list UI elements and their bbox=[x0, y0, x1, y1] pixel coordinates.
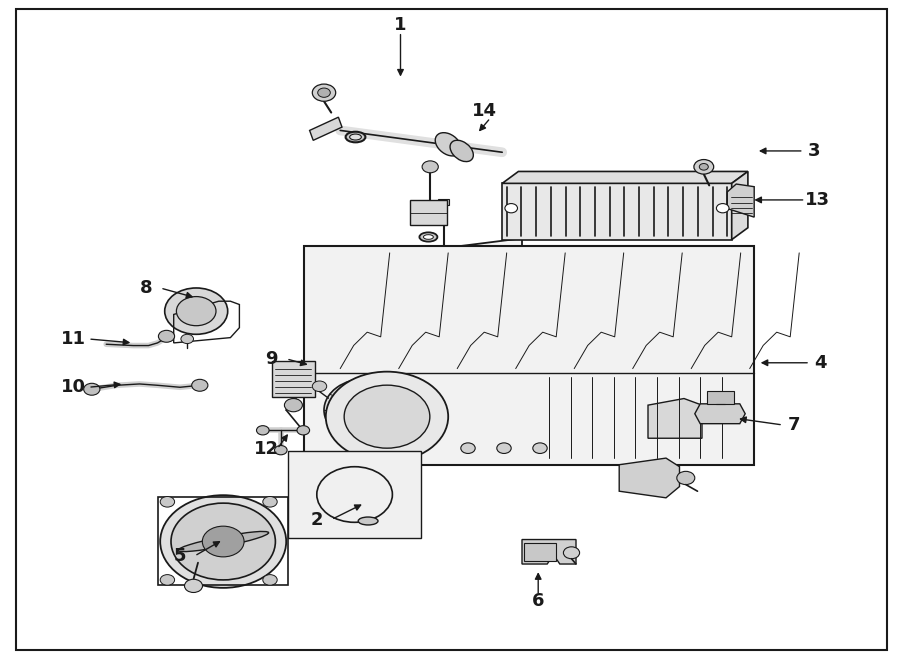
Circle shape bbox=[284, 399, 302, 412]
Circle shape bbox=[171, 503, 275, 580]
Bar bbox=[706, 391, 733, 404]
Circle shape bbox=[184, 579, 202, 592]
Text: 3: 3 bbox=[808, 142, 821, 160]
Circle shape bbox=[165, 288, 228, 334]
Polygon shape bbox=[619, 458, 680, 498]
Text: 14: 14 bbox=[472, 102, 497, 120]
Circle shape bbox=[312, 381, 327, 391]
Circle shape bbox=[694, 160, 714, 174]
Bar bbox=[524, 543, 556, 561]
Ellipse shape bbox=[358, 517, 378, 525]
Circle shape bbox=[192, 379, 208, 391]
Circle shape bbox=[160, 575, 175, 585]
Ellipse shape bbox=[178, 532, 268, 551]
Circle shape bbox=[461, 443, 475, 453]
Circle shape bbox=[699, 164, 708, 170]
Polygon shape bbox=[695, 404, 745, 424]
Circle shape bbox=[358, 404, 376, 416]
Ellipse shape bbox=[450, 140, 473, 162]
Circle shape bbox=[563, 547, 580, 559]
Ellipse shape bbox=[346, 132, 365, 142]
Ellipse shape bbox=[436, 132, 461, 156]
Circle shape bbox=[312, 84, 336, 101]
Circle shape bbox=[505, 204, 518, 213]
Text: 9: 9 bbox=[266, 350, 278, 368]
Circle shape bbox=[324, 379, 410, 442]
Ellipse shape bbox=[419, 232, 437, 242]
Text: 1: 1 bbox=[394, 16, 407, 34]
Circle shape bbox=[84, 383, 100, 395]
Text: 12: 12 bbox=[254, 440, 279, 458]
Circle shape bbox=[274, 446, 287, 455]
Text: 8: 8 bbox=[140, 279, 152, 297]
Text: 7: 7 bbox=[788, 416, 800, 434]
Circle shape bbox=[176, 297, 216, 326]
Ellipse shape bbox=[349, 134, 362, 140]
Circle shape bbox=[677, 471, 695, 485]
Bar bbox=[410, 200, 447, 225]
Circle shape bbox=[297, 426, 310, 435]
Circle shape bbox=[497, 443, 511, 453]
Circle shape bbox=[256, 426, 269, 435]
Circle shape bbox=[263, 575, 277, 585]
Polygon shape bbox=[310, 238, 522, 463]
Text: 6: 6 bbox=[532, 592, 544, 610]
Circle shape bbox=[158, 330, 175, 342]
Circle shape bbox=[318, 88, 330, 97]
Circle shape bbox=[344, 385, 430, 448]
Text: 10: 10 bbox=[61, 378, 86, 397]
Text: 4: 4 bbox=[814, 354, 827, 372]
Text: 2: 2 bbox=[310, 510, 323, 529]
Text: 5: 5 bbox=[174, 547, 186, 565]
Circle shape bbox=[202, 526, 244, 557]
Polygon shape bbox=[522, 540, 576, 564]
Text: 13: 13 bbox=[805, 191, 830, 209]
Bar bbox=[304, 246, 754, 465]
Ellipse shape bbox=[424, 234, 434, 239]
Circle shape bbox=[422, 161, 438, 173]
Bar bbox=[272, 361, 315, 397]
Circle shape bbox=[341, 391, 393, 429]
Polygon shape bbox=[310, 117, 342, 140]
Bar bbox=[288, 451, 421, 538]
Polygon shape bbox=[648, 399, 702, 438]
Circle shape bbox=[716, 204, 729, 213]
Polygon shape bbox=[502, 183, 732, 240]
Circle shape bbox=[160, 496, 175, 507]
Polygon shape bbox=[502, 171, 748, 183]
Circle shape bbox=[326, 371, 448, 461]
Circle shape bbox=[181, 334, 194, 344]
Polygon shape bbox=[732, 171, 748, 240]
Circle shape bbox=[533, 443, 547, 453]
Bar bbox=[438, 199, 449, 205]
Circle shape bbox=[263, 496, 277, 507]
Polygon shape bbox=[727, 184, 754, 217]
Circle shape bbox=[160, 495, 286, 588]
Text: 11: 11 bbox=[61, 330, 86, 348]
